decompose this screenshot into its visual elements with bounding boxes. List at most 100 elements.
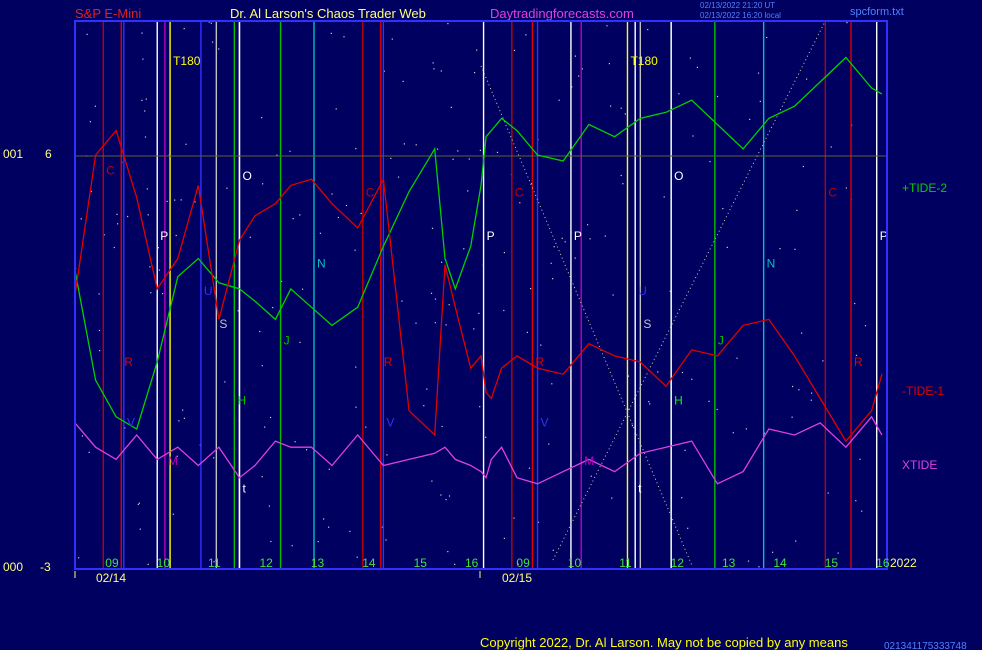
tide1-label: -TIDE-1 xyxy=(902,384,944,398)
star-dot xyxy=(261,117,263,119)
star-dot xyxy=(137,503,139,505)
star-dot xyxy=(150,292,152,294)
star-dot xyxy=(182,409,184,411)
hour-ticks: 09 10 11 12 13 14 15 16 09 10 11 12 13 14 15 16 xyxy=(105,556,890,570)
event-label: H xyxy=(237,394,246,408)
star-dot xyxy=(528,467,530,469)
event-label: P xyxy=(487,229,495,243)
star-dot xyxy=(772,551,774,553)
star-dot xyxy=(620,107,622,109)
star-dot xyxy=(476,49,478,51)
star-dot xyxy=(551,383,553,385)
date-label-1: 02/14 xyxy=(96,571,126,585)
event-label: J xyxy=(718,333,724,347)
star-dot xyxy=(147,563,149,565)
star-dot xyxy=(692,135,694,137)
star-dot xyxy=(175,234,177,237)
star-dot xyxy=(513,517,515,519)
star-dot xyxy=(610,105,612,107)
event-label: P xyxy=(160,229,168,243)
star-dot xyxy=(210,22,212,24)
star-dot xyxy=(578,75,580,77)
star-dot xyxy=(496,151,499,153)
hour-tick-label: 10 xyxy=(157,556,171,570)
axis-top-code: 001 xyxy=(3,147,23,161)
star-dot xyxy=(116,213,118,215)
event-label: T180 xyxy=(630,54,658,68)
star-dot xyxy=(503,252,505,254)
star-dot xyxy=(468,158,470,160)
star-dot xyxy=(669,290,671,292)
axis-bottom-value: -3 xyxy=(40,560,51,574)
star-dot xyxy=(319,232,321,234)
star-dot xyxy=(589,238,591,240)
event-labels: C R V P M T180 U S H Ot J N C R V P C R V P M T180 U S H Ot J N C R P xyxy=(106,54,887,495)
event-lines xyxy=(102,21,878,569)
hour-tick-label: 16 xyxy=(465,556,479,570)
star-dot xyxy=(213,457,215,459)
star-dot xyxy=(631,425,634,427)
site-link[interactable]: Daytradingforecasts.com xyxy=(490,6,634,21)
timestamp-ut: 02/13/2022 21:20 UT xyxy=(700,1,775,10)
star-dot xyxy=(452,158,454,160)
star-dot xyxy=(180,199,182,201)
star-dot xyxy=(431,227,434,229)
star-dot xyxy=(141,99,143,101)
star-dot xyxy=(299,214,301,216)
star-dot xyxy=(624,113,626,115)
star-dot xyxy=(684,449,686,451)
star-dot xyxy=(552,549,554,551)
star-dot xyxy=(830,146,832,148)
event-label: C xyxy=(515,185,524,199)
star-dot xyxy=(272,307,274,309)
star-dot xyxy=(678,93,680,95)
event-label: R xyxy=(124,355,133,369)
star-dot xyxy=(178,420,180,422)
hour-tick-label: 12 xyxy=(671,556,685,570)
star-dot xyxy=(226,187,228,189)
star-dot xyxy=(448,304,450,306)
star-dot xyxy=(681,497,683,499)
star-dot xyxy=(620,174,622,177)
star-dot xyxy=(448,495,451,497)
star-dot xyxy=(759,100,761,102)
star-dot xyxy=(249,236,251,238)
star-dot xyxy=(276,154,278,156)
star-dot xyxy=(801,332,803,334)
event-label: V xyxy=(541,416,549,430)
event-label: M xyxy=(584,454,594,468)
star-dot xyxy=(450,106,452,108)
star-dot xyxy=(89,121,91,123)
diagonal-lines xyxy=(480,20,826,566)
star-dot xyxy=(436,148,439,150)
star-dot xyxy=(415,322,417,324)
event-label: M xyxy=(168,454,178,468)
star-dot xyxy=(530,182,533,185)
star-dot xyxy=(779,248,781,250)
star-dot xyxy=(855,500,857,502)
star-dot xyxy=(345,204,348,207)
star-dot xyxy=(401,300,403,302)
star-dot xyxy=(434,298,437,300)
star-dot xyxy=(552,278,554,280)
star-dot xyxy=(213,561,215,563)
star-dot xyxy=(142,58,144,60)
star-dot xyxy=(146,188,148,190)
star-dot xyxy=(88,451,90,453)
star-dot xyxy=(590,475,592,477)
star-dot xyxy=(604,235,606,237)
event-label: P xyxy=(880,229,888,243)
star-dot xyxy=(355,406,357,408)
hour-tick-label: 15 xyxy=(825,556,839,570)
plot-frame xyxy=(74,20,888,570)
star-dot xyxy=(810,399,812,401)
star-dot xyxy=(158,269,160,271)
star-dot xyxy=(558,99,560,101)
star-dot xyxy=(289,150,291,152)
star-dot xyxy=(612,294,614,296)
bottom-right-id: 021341175333748 xyxy=(884,641,967,650)
series-lines xyxy=(74,56,883,485)
star-dot xyxy=(758,566,760,568)
star-dot xyxy=(822,360,824,362)
